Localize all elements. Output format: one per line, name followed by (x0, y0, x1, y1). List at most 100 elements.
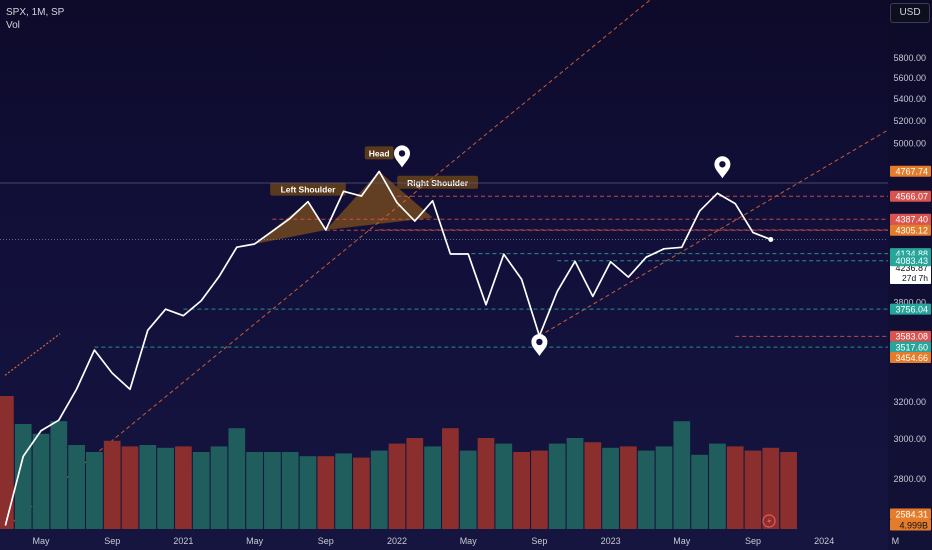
volume-bar (780, 452, 797, 529)
left-shoulder-shape (254, 201, 326, 244)
trend-line-3 (4, 333, 61, 376)
price-tag-bg (890, 352, 931, 364)
pin-hole (719, 161, 726, 168)
volume-bar (637, 450, 655, 529)
y-tick-label: 5200.00 (893, 116, 926, 126)
volume-bar (192, 452, 210, 529)
volume-bar (50, 421, 68, 529)
price-tag-bg (890, 341, 931, 353)
x-tick-label: Sep (104, 536, 120, 546)
volume-bar (495, 443, 513, 529)
pattern-label: Head (369, 148, 390, 158)
volume-bar (121, 446, 139, 529)
chart-header: SPX, 1M, SP Vol (6, 6, 64, 32)
price-tag: 2584.31 (895, 509, 928, 519)
pattern-label-bg (364, 146, 394, 160)
volume-bar (584, 442, 602, 529)
y-tick-label: 5800.00 (893, 53, 926, 63)
trend-line-2 (539, 129, 889, 337)
price-tag-bg (890, 224, 931, 236)
axes: 2800.00 3000.00 3200.00 3800.00 5000.00 5200.… (32, 0, 932, 550)
location-pin-icon (394, 145, 410, 168)
volume-bar (246, 452, 263, 529)
x-tick-label: Sep (745, 536, 761, 546)
indicator-label: Vol (6, 20, 20, 31)
volume-bar (264, 452, 281, 529)
x-tick-label: 2024 (814, 536, 834, 546)
volume-bar (157, 447, 174, 529)
volume-bar (726, 446, 744, 529)
price-tag: 3756.04 (895, 304, 928, 314)
volume-bar (175, 446, 192, 529)
price-tag: 4083.43 (895, 256, 928, 266)
trend-line-1 (7, 0, 651, 527)
x-tick-label: 2022 (387, 536, 407, 546)
price-tag-bg (890, 330, 931, 342)
x-tick-label: Sep (531, 536, 547, 546)
x-tick-label: May (32, 536, 50, 546)
head-shape (325, 171, 433, 230)
price-tag: 4767.74 (895, 166, 928, 176)
volume-bar (620, 446, 637, 529)
volume-bar (335, 453, 352, 529)
volume-bar (424, 446, 441, 529)
price-tag: 3583.08 (895, 332, 928, 342)
x-tick-label: May (246, 536, 264, 546)
price-tag-bg (890, 303, 931, 315)
current-price-tag: 4236.87 (895, 263, 928, 273)
y-tick-label: 3800.00 (893, 297, 926, 307)
volume-bar (353, 457, 370, 529)
volume-bar (406, 438, 424, 529)
last-price-dot (768, 236, 774, 242)
location-pin-icon (714, 156, 731, 179)
volume-bar (531, 450, 548, 529)
volume-bar (709, 443, 726, 529)
pin-hole (398, 150, 406, 157)
volume-bars (0, 396, 797, 529)
volume-bar (566, 438, 584, 529)
price-tag: 3454.66 (895, 353, 928, 363)
volume-bar (228, 428, 246, 529)
price-tag-bg (890, 165, 931, 177)
price-tag: 4387.40 (895, 215, 928, 225)
volume-bar (86, 452, 103, 529)
trend-lines (0, 0, 889, 527)
volume-bar (299, 456, 317, 529)
lightning-icon (762, 514, 776, 528)
volume-bar (370, 450, 388, 529)
volume-bar (281, 452, 299, 529)
pattern-label-bg (270, 182, 346, 196)
volume-bar (691, 454, 708, 529)
x-tick-label: May (460, 536, 478, 546)
volume-bar (744, 450, 762, 529)
volume-tag: 4.999B (899, 520, 928, 530)
x-tick-label: M (892, 536, 900, 546)
volume-bar (103, 440, 121, 529)
volume-bar (0, 396, 14, 529)
price-tag-bg (890, 213, 931, 225)
price-series (4, 170, 774, 526)
y-tick-label: 2800.00 (893, 474, 926, 484)
volume-bar (139, 445, 157, 529)
volume-bar (210, 446, 228, 529)
price-tag: 4305.12 (895, 226, 928, 236)
volume-bar (513, 452, 530, 529)
volume-bar (317, 456, 335, 529)
price-tag: 3517.60 (895, 342, 928, 352)
lightning-bolt (767, 517, 772, 525)
volume-bar (32, 433, 50, 529)
current-price-tag-bg (890, 262, 931, 284)
pattern-label-bg (397, 175, 478, 189)
volume-bar (762, 447, 780, 529)
volume-bar (673, 421, 691, 529)
x-tick-label: May (673, 536, 691, 546)
volume-bar (477, 438, 495, 529)
volume-tag-bg (890, 519, 931, 531)
price-tag: 4134.88 (895, 249, 928, 259)
y-tick-label: 5000.00 (893, 139, 926, 149)
currency-button[interactable]: USD (890, 3, 930, 23)
price-tag-bg (890, 255, 931, 267)
pattern-label: Left Shoulder (281, 185, 336, 195)
